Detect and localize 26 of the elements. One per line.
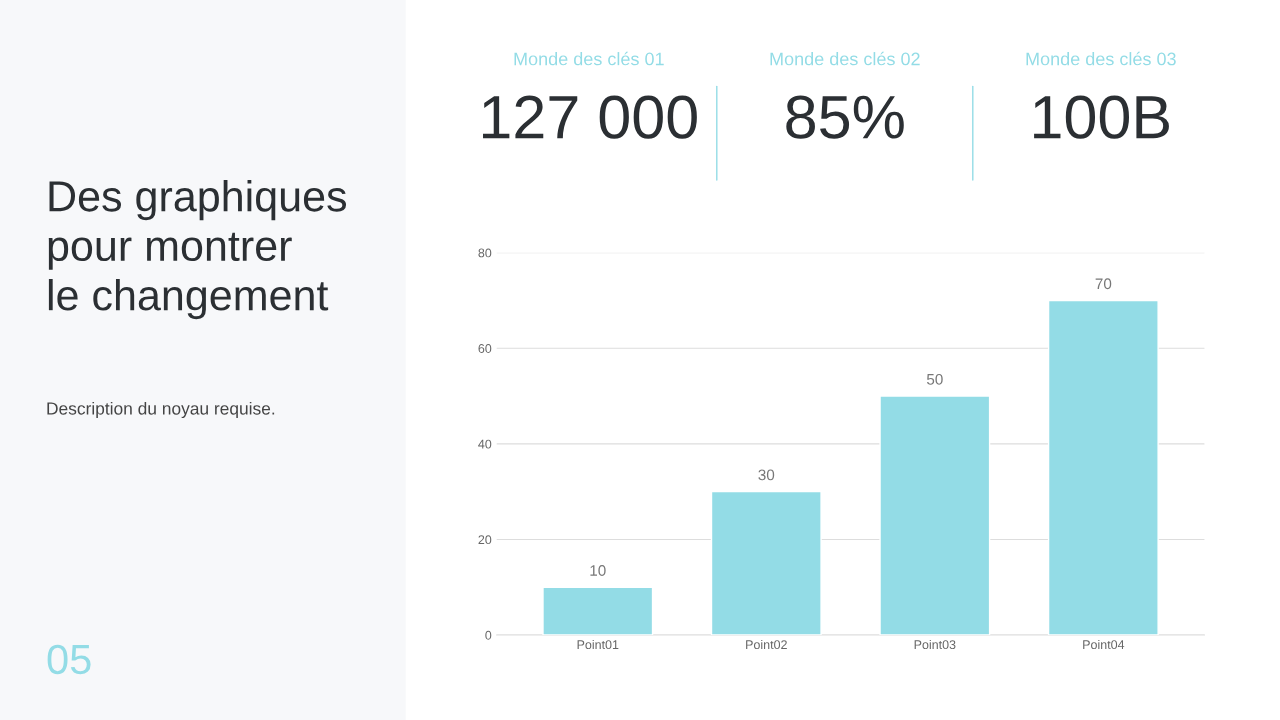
y-tick-label: 20 [478,535,492,545]
y-tick-label: 60 [478,344,492,353]
data-label: 50 [926,373,943,385]
x-tick-label: Point01 [577,639,619,650]
text: Des graphiques pour montrer le changement [48,180,347,320]
text: Description du noyau requise. [47,401,275,419]
text: 85% [786,95,904,139]
data-label: 30 [758,469,775,481]
text: Monde des clés 01 [514,51,664,66]
text: 100B [1034,95,1169,139]
x-tick-label: Point02 [746,639,787,650]
bar [542,586,654,636]
data-label: 10 [590,565,606,576]
data-label: 70 [1095,278,1112,290]
y-tick-label: 0 [485,630,492,640]
bar [1047,299,1159,636]
text: 05 [47,644,91,675]
bar [710,490,822,636]
x-tick-label: Point03 [914,639,956,650]
text: Monde des clés 02 [770,51,920,66]
text: 127 000 [483,95,697,139]
text: Monde des clés 03 [1026,51,1176,66]
y-tick-label: 40 [478,439,492,449]
bar [879,395,991,636]
x-tick-label: Point04 [1083,639,1125,650]
y-tick-label: 80 [478,248,492,258]
